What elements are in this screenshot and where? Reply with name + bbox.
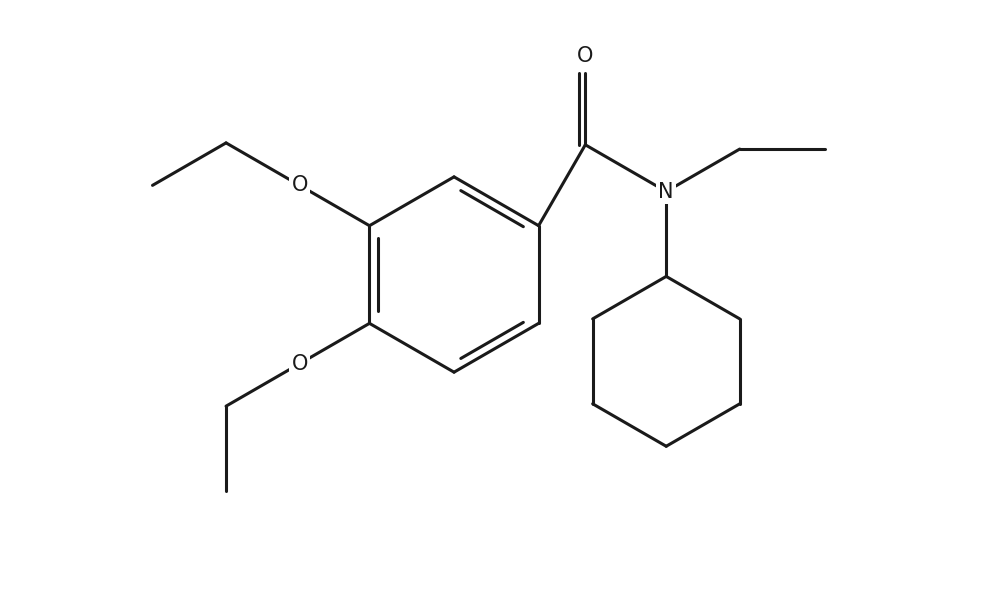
- Text: N: N: [658, 182, 674, 202]
- Text: O: O: [291, 175, 308, 196]
- Text: O: O: [291, 353, 308, 374]
- Text: O: O: [577, 46, 594, 66]
